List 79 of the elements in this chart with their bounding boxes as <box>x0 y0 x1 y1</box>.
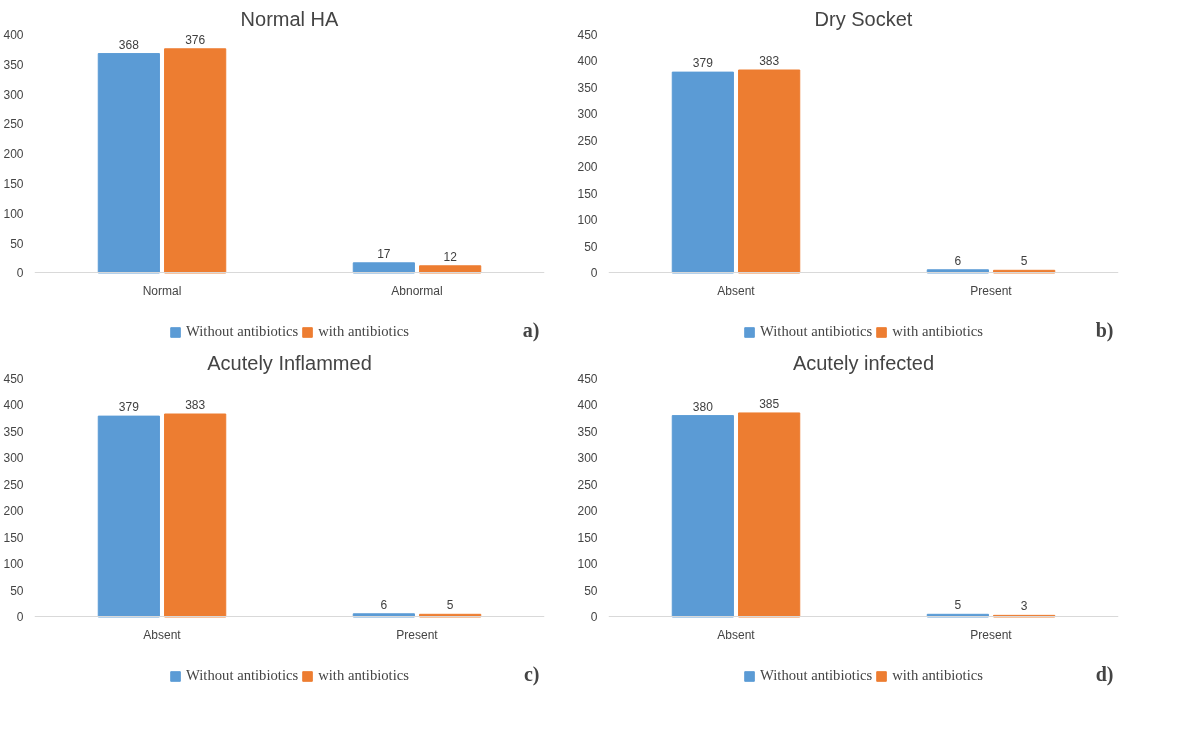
y-tick-label: 150 <box>577 186 598 201</box>
y-tick-label: 150 <box>3 177 24 192</box>
y-tick-label: 150 <box>3 530 24 545</box>
x-tick-label: Abnormal <box>391 283 443 298</box>
y-tick-label: 350 <box>577 424 598 439</box>
y-tick-label: 200 <box>577 504 598 519</box>
y-tick-label: 450 <box>3 372 24 386</box>
data-label: 12 <box>443 249 458 264</box>
text: b) <box>1095 318 1114 342</box>
legend-label: with antibiotics <box>318 323 409 340</box>
chart-title: Normal HA <box>240 7 340 30</box>
y-tick-label: 0 <box>16 610 24 625</box>
y-tick-label: 250 <box>577 133 598 148</box>
data-label: 17 <box>377 246 391 261</box>
data-label: 5 <box>954 598 962 613</box>
legend-label: Without antibiotics <box>760 323 873 340</box>
text: a) <box>522 318 540 342</box>
y-tick-label: 200 <box>577 160 598 175</box>
y-tick-label: 50 <box>584 239 598 254</box>
x-tick-label: Present <box>396 627 439 642</box>
x-tick-label: Present <box>970 627 1013 642</box>
legend-label: with antibiotics <box>318 667 409 684</box>
y-tick-label: 400 <box>577 398 598 413</box>
data-label: 383 <box>185 398 206 412</box>
legend-label: Without antibiotics <box>760 667 873 684</box>
data-label: 379 <box>692 56 714 71</box>
y-tick-label: 350 <box>3 424 24 439</box>
y-tick-label: 250 <box>3 117 24 132</box>
x-tick-label: Normal <box>142 283 182 298</box>
y-tick-label: 100 <box>3 557 24 572</box>
chart-title: Acutely Inflammed <box>207 351 372 374</box>
legend-label: Without antibiotics <box>186 323 299 340</box>
y-tick-label: 0 <box>16 266 24 281</box>
legend-label: Without antibiotics <box>186 667 299 684</box>
y-tick-label: 300 <box>577 107 598 122</box>
data-label: 368 <box>118 37 140 52</box>
y-tick-label: 100 <box>3 206 24 221</box>
data-label: 6 <box>380 597 388 612</box>
y-tick-label: 450 <box>577 28 598 42</box>
y-tick-label: 100 <box>577 557 598 572</box>
data-label: 5 <box>446 598 454 613</box>
x-tick-label: Present <box>970 283 1013 298</box>
data-label: 6 <box>954 253 962 268</box>
y-tick-label: 50 <box>10 236 24 251</box>
y-tick-label: 150 <box>577 530 598 545</box>
y-tick-label: 350 <box>3 57 24 72</box>
legend-label: with antibiotics <box>892 667 983 684</box>
y-tick-label: 200 <box>3 147 24 162</box>
y-tick-label: 400 <box>577 54 598 69</box>
y-tick-label: 50 <box>10 583 24 598</box>
chart-title: Acutely infected <box>792 351 935 374</box>
data-label: 380 <box>692 399 714 414</box>
y-tick-label: 100 <box>577 213 598 228</box>
y-tick-label: 250 <box>3 477 24 492</box>
data-label: 379 <box>118 400 140 415</box>
y-tick-label: 250 <box>577 477 598 492</box>
y-tick-label: 350 <box>577 80 598 95</box>
data-label: 5 <box>1020 254 1028 269</box>
text: d) <box>1095 662 1114 686</box>
data-label: 383 <box>759 54 780 68</box>
data-label: 385 <box>759 396 780 411</box>
data-label: 376 <box>185 32 206 47</box>
data-label: 3 <box>1020 599 1028 614</box>
y-tick-label: 450 <box>577 372 598 386</box>
legend-label: with antibiotics <box>892 323 983 340</box>
chart-title: Dry Socket <box>814 7 913 30</box>
y-tick-label: 0 <box>590 610 598 625</box>
y-tick-label: 300 <box>577 451 598 466</box>
y-tick-label: 400 <box>3 28 24 42</box>
y-tick-label: 200 <box>3 504 24 519</box>
x-tick-label: Absent <box>717 283 756 298</box>
y-tick-label: 400 <box>3 398 24 413</box>
y-tick-label: 300 <box>3 87 24 102</box>
y-tick-label: 50 <box>584 583 598 598</box>
y-tick-label: 300 <box>3 451 24 466</box>
x-tick-label: Absent <box>717 627 756 642</box>
text: c) <box>523 662 540 686</box>
x-tick-label: Absent <box>143 627 182 642</box>
y-tick-label: 0 <box>590 266 598 281</box>
